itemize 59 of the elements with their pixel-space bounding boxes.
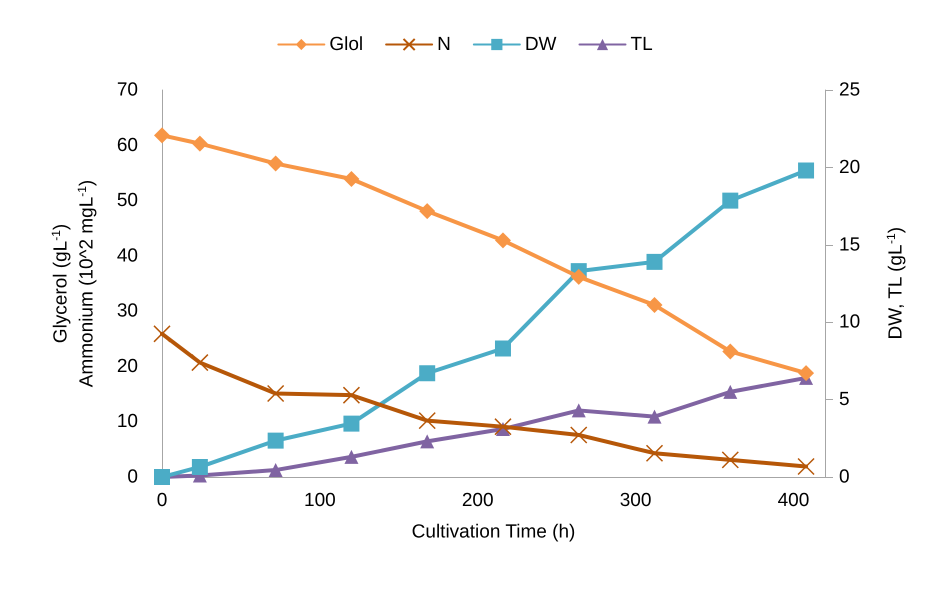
x-tick-label: 0 — [156, 490, 168, 511]
point — [722, 451, 740, 469]
x-tick-label: 300 — [620, 490, 652, 511]
y-tick-label: 30 — [116, 300, 138, 322]
y2-tick-label: 15 — [839, 234, 860, 256]
point — [192, 136, 208, 152]
point — [419, 203, 436, 220]
y2-axis-title: DW, TL (gL-1) — [884, 226, 906, 340]
legend-label: DW — [524, 34, 557, 55]
point — [798, 365, 814, 382]
point — [648, 410, 662, 424]
point — [419, 365, 436, 382]
y2-tick-label: 20 — [839, 156, 860, 178]
point — [268, 432, 284, 449]
y2-tick-label: 0 — [839, 466, 850, 488]
point — [722, 344, 738, 360]
x-axis-title: Cultivation Time (h) — [412, 522, 576, 542]
legend-label: TL — [630, 34, 653, 55]
x-tick-label: 400 — [778, 490, 810, 511]
y2-tick-label: 25 — [839, 80, 860, 100]
point — [798, 162, 814, 178]
point — [646, 297, 663, 314]
y-tick-label: 40 — [116, 245, 138, 266]
point — [570, 268, 587, 285]
y2-tick-label: 10 — [839, 312, 860, 333]
point — [268, 156, 284, 172]
point — [494, 418, 512, 436]
point — [494, 232, 511, 248]
point — [343, 171, 360, 188]
point — [418, 412, 436, 430]
y-tick-label: 0 — [127, 466, 138, 488]
x-tick-label: 100 — [304, 490, 336, 511]
point — [570, 426, 588, 444]
point — [722, 192, 738, 209]
point — [344, 450, 358, 464]
y-tick-label: 60 — [116, 134, 138, 156]
y-tick-label: 10 — [116, 411, 138, 432]
point — [266, 384, 284, 402]
y-tick-label: 70 — [116, 80, 138, 100]
point — [646, 254, 663, 270]
point — [420, 434, 434, 448]
y2-tick-label: 5 — [839, 389, 850, 410]
x-tick-label: 200 — [462, 490, 494, 511]
point — [153, 325, 171, 343]
point — [723, 384, 738, 399]
point — [191, 354, 209, 372]
point — [154, 127, 170, 144]
point — [494, 340, 511, 357]
point — [342, 386, 360, 404]
point — [268, 463, 283, 478]
point — [797, 458, 815, 476]
y-tick-label: 50 — [116, 190, 138, 212]
legend-label: Glol — [329, 34, 364, 55]
point — [572, 403, 586, 418]
point — [343, 416, 360, 432]
point — [192, 458, 208, 475]
y-tick-label: 20 — [116, 356, 138, 377]
point — [646, 444, 664, 462]
legend-label: N — [437, 34, 451, 55]
